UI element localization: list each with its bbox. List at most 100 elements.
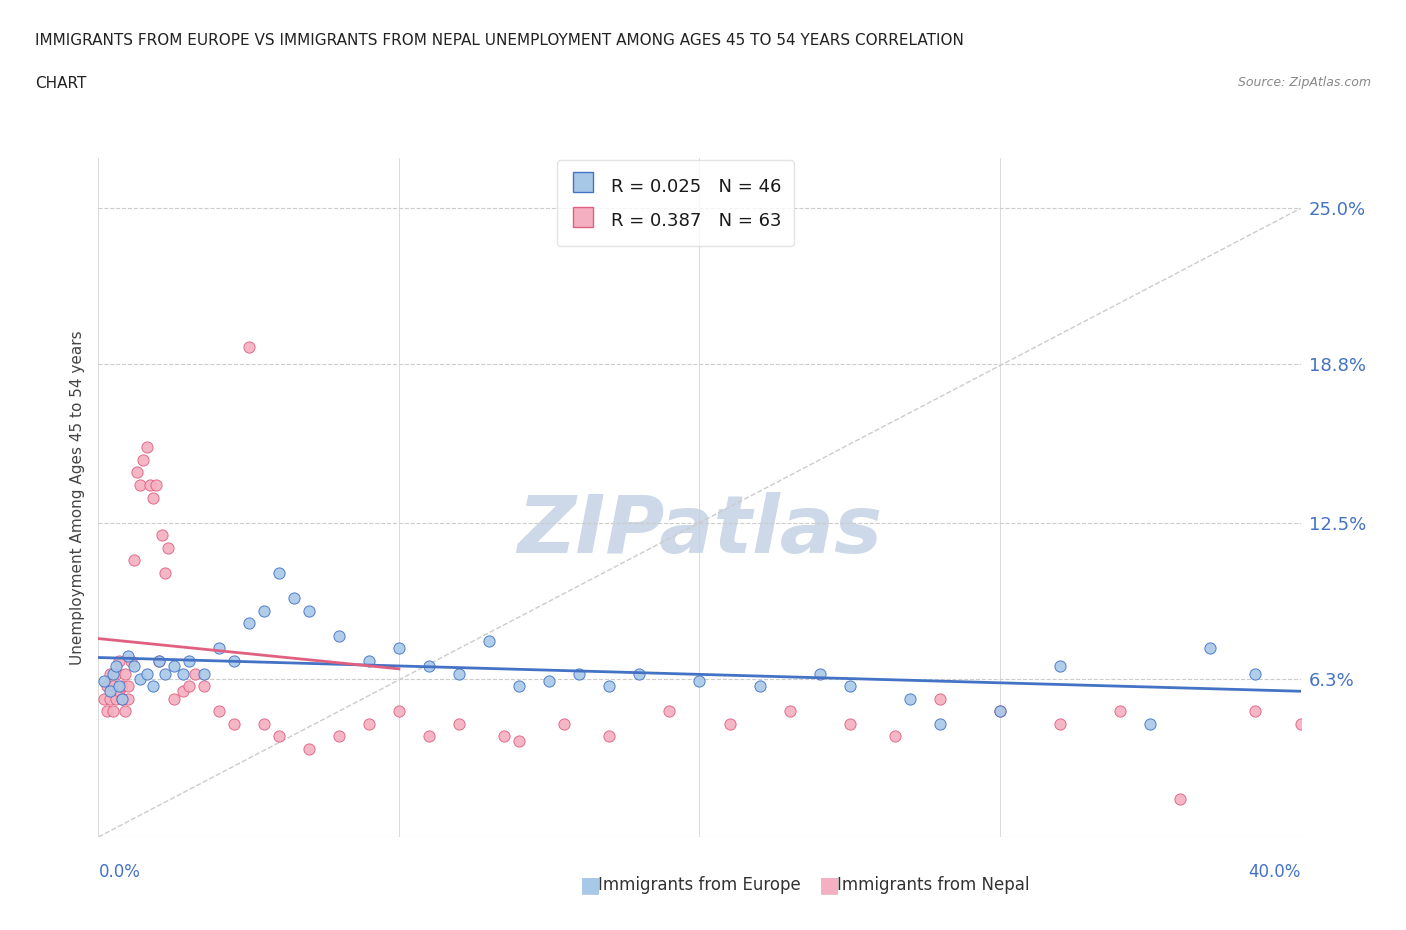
Point <box>193 679 215 694</box>
Point <box>447 716 470 731</box>
Point <box>105 666 128 681</box>
Point <box>135 666 157 681</box>
Point <box>108 654 131 669</box>
Legend: R = 0.025   N = 46, R = 0.387   N = 63: R = 0.025 N = 46, R = 0.387 N = 63 <box>557 160 794 246</box>
Point <box>162 658 184 673</box>
Point <box>357 716 380 731</box>
Point <box>328 729 350 744</box>
Point <box>108 684 131 698</box>
Point <box>141 679 163 694</box>
Point <box>111 679 134 694</box>
Point <box>238 616 260 631</box>
Point <box>838 679 860 694</box>
Point <box>1049 716 1071 731</box>
Text: 40.0%: 40.0% <box>1249 863 1301 881</box>
Point <box>103 666 125 681</box>
Point <box>108 679 131 694</box>
Point <box>111 691 134 706</box>
Point <box>418 729 440 744</box>
Point <box>1199 641 1222 656</box>
Point <box>1139 716 1161 731</box>
Point <box>103 679 125 694</box>
Point <box>183 666 205 681</box>
Point <box>494 729 516 744</box>
Point <box>357 654 380 669</box>
Point <box>129 671 152 686</box>
Point <box>145 477 167 492</box>
Point <box>538 673 561 688</box>
Point <box>100 666 122 681</box>
Point <box>114 666 136 681</box>
Point <box>150 528 173 543</box>
Point <box>153 666 176 681</box>
Point <box>129 477 152 492</box>
Point <box>117 648 139 663</box>
Point <box>238 339 260 354</box>
Point <box>1244 666 1267 681</box>
Point <box>628 666 651 681</box>
Point <box>222 716 245 731</box>
Point <box>748 679 770 694</box>
Point <box>172 684 194 698</box>
Point <box>883 729 905 744</box>
Point <box>898 691 921 706</box>
Point <box>388 704 411 719</box>
Point <box>93 691 115 706</box>
Point <box>253 604 276 618</box>
Point <box>153 565 176 580</box>
Point <box>148 654 170 669</box>
Point <box>121 654 143 669</box>
Point <box>138 477 160 492</box>
Point <box>283 591 305 605</box>
Point <box>135 440 157 455</box>
Point <box>208 704 231 719</box>
Point <box>117 691 139 706</box>
Point <box>929 716 952 731</box>
Point <box>124 553 146 568</box>
Point <box>96 704 118 719</box>
Point <box>988 704 1011 719</box>
Point <box>929 691 952 706</box>
Point <box>93 673 115 688</box>
Point <box>508 679 530 694</box>
Point <box>328 629 350 644</box>
Text: CHART: CHART <box>35 76 87 91</box>
Point <box>988 704 1011 719</box>
Point <box>141 490 163 505</box>
Point <box>253 716 276 731</box>
Point <box>105 658 128 673</box>
Point <box>172 666 194 681</box>
Point <box>267 565 290 580</box>
Point <box>127 465 149 480</box>
Text: Immigrants from Nepal: Immigrants from Nepal <box>837 876 1029 895</box>
Point <box>1049 658 1071 673</box>
Text: Source: ZipAtlas.com: Source: ZipAtlas.com <box>1237 76 1371 89</box>
Point <box>298 741 321 756</box>
Point <box>808 666 831 681</box>
Text: ■: ■ <box>820 875 839 896</box>
Point <box>193 666 215 681</box>
Text: ZIPatlas: ZIPatlas <box>517 493 882 570</box>
Point <box>156 540 179 555</box>
Point <box>96 679 118 694</box>
Point <box>508 734 530 749</box>
Point <box>117 679 139 694</box>
Point <box>553 716 575 731</box>
Point <box>418 658 440 673</box>
Point <box>177 654 200 669</box>
Text: Immigrants from Europe: Immigrants from Europe <box>598 876 800 895</box>
Point <box>298 604 321 618</box>
Point <box>132 452 155 467</box>
Point <box>447 666 470 681</box>
Point <box>1109 704 1132 719</box>
Point <box>208 641 231 656</box>
Point <box>598 729 620 744</box>
Point <box>162 691 184 706</box>
Point <box>100 684 122 698</box>
Point <box>148 654 170 669</box>
Point <box>1305 691 1327 706</box>
Point <box>100 691 122 706</box>
Point <box>1289 716 1312 731</box>
Point <box>689 673 711 688</box>
Point <box>114 704 136 719</box>
